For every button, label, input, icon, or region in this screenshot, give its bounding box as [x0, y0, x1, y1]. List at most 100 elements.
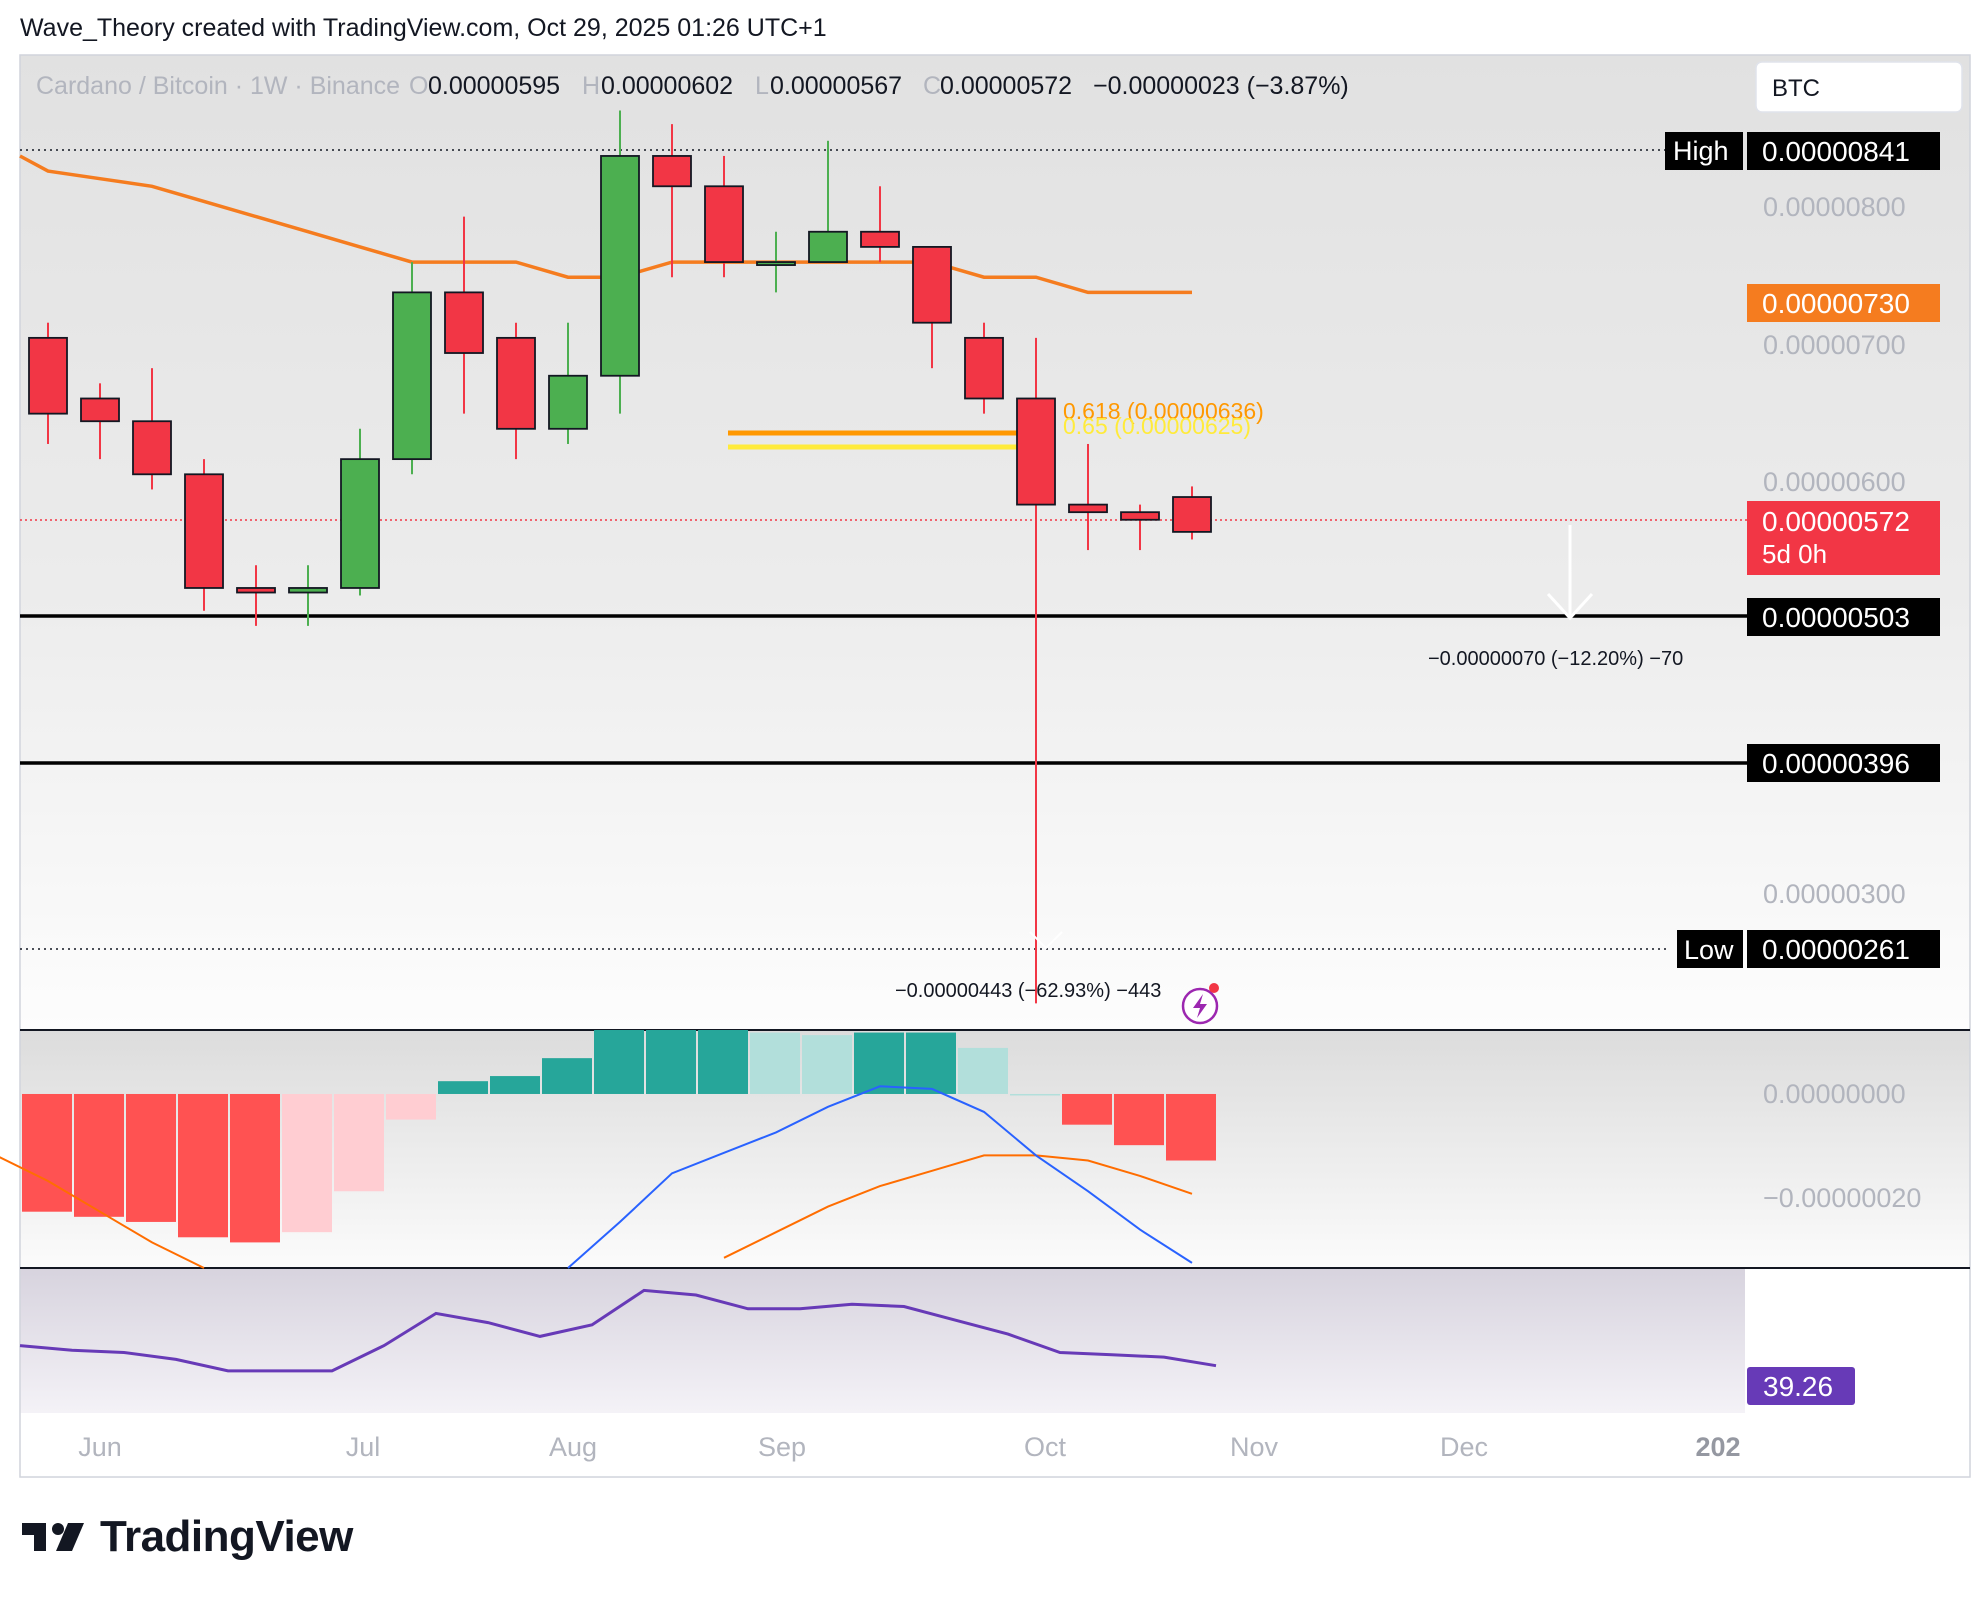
support-2-badge: 0.00000396	[1747, 744, 1940, 782]
y-tick-300: 0.00000300	[1763, 879, 1906, 909]
candle-body	[184, 473, 224, 589]
macd-line	[567, 1085, 1193, 1269]
currency-button-label: BTC	[1772, 75, 1820, 102]
x-tick-202: 202	[1695, 1432, 1740, 1462]
macd-bar-14	[750, 1032, 800, 1094]
low-value: 0.00000261	[1762, 934, 1910, 965]
macd-bar-18	[958, 1047, 1008, 1094]
legend-h-label: H	[582, 72, 600, 100]
legend-c-label: C	[923, 72, 941, 100]
legend-symbol: Cardano / Bitcoin · 1W · Binance	[36, 72, 400, 100]
high-value: 0.00000841	[1762, 136, 1910, 167]
measure-label-2: −0.00000443 (−62.93%) −443	[895, 980, 1161, 1002]
ma-value: 0.00000730	[1762, 288, 1910, 319]
macd-bar-2	[126, 1093, 176, 1222]
candle-body	[912, 246, 952, 324]
candle-6	[340, 428, 380, 596]
macd-bar-1	[74, 1093, 124, 1217]
candle-body	[132, 420, 172, 476]
macd-bar-0	[22, 1093, 72, 1212]
candle-22	[1172, 486, 1212, 540]
candle-body	[288, 587, 328, 594]
macd-bar-15	[802, 1035, 852, 1094]
legend-l-value: 0.00000567	[770, 72, 902, 100]
macd-bar-11	[594, 1030, 644, 1094]
candle-7	[392, 262, 432, 475]
low-badge: Low 0.00000261	[1677, 930, 1940, 968]
candle-body	[964, 336, 1004, 400]
candle-body	[756, 261, 796, 266]
x-tick-sep: Sep	[758, 1432, 806, 1462]
tradingview-logo[interactable]: TradingView	[22, 1512, 353, 1562]
candle-body	[496, 336, 536, 430]
candle-13	[704, 155, 744, 278]
macd-bar-21	[1114, 1093, 1164, 1146]
rsi-line-group	[19, 1288, 1217, 1373]
last-price-badge: 0.00000572 5d 0h	[1747, 501, 1940, 575]
x-tick-jul: Jul	[346, 1432, 381, 1462]
legend-change: −0.00000023 (−3.87%)	[1093, 72, 1349, 100]
candles	[28, 110, 1212, 1004]
candle-12	[652, 124, 692, 278]
rsi-value: 39.26	[1763, 1371, 1833, 1402]
macd-bar-3	[178, 1093, 228, 1238]
macd-bar-16	[854, 1032, 904, 1094]
macd-bar-17	[906, 1032, 956, 1094]
macd-signal-line	[0, 1154, 1193, 1269]
candle-body	[340, 458, 380, 589]
candle-11	[600, 110, 640, 414]
candle-20	[1068, 443, 1108, 551]
candle-body	[1172, 496, 1212, 533]
tradingview-brand: TradingView	[100, 1512, 353, 1561]
candle-body	[548, 374, 588, 430]
rsi-line	[19, 1288, 1217, 1373]
high-label: High	[1673, 136, 1729, 166]
rsi-pane-bg	[20, 1268, 1745, 1413]
legend-l-label: L	[755, 72, 769, 100]
macd-y-tick-0: 0.00000000	[1763, 1079, 1906, 1109]
y-tick-800: 0.00000800	[1763, 192, 1906, 222]
macd-bar-9	[490, 1076, 540, 1094]
candle-body	[652, 155, 692, 188]
projection-arrow-low	[1029, 931, 1063, 950]
lightning-icon[interactable]	[1181, 983, 1219, 1025]
macd-bar-20	[1062, 1093, 1112, 1125]
x-tick-dec: Dec	[1440, 1432, 1488, 1462]
candle-body	[236, 587, 276, 594]
moving-average-line	[19, 154, 1192, 295]
currency-button[interactable]: BTC	[1755, 61, 1963, 113]
low-label: Low	[1684, 935, 1734, 965]
candle-16	[860, 186, 900, 263]
x-tick-aug: Aug	[549, 1432, 597, 1462]
fib-618-label: 0.618 (0.00000636)	[1063, 398, 1264, 424]
x-tick-oct: Oct	[1024, 1432, 1067, 1462]
countdown: 5d 0h	[1762, 539, 1827, 569]
legend-h-value: 0.00000602	[601, 72, 733, 100]
candle-body	[1016, 397, 1056, 506]
legend-o-value: 0.00000595	[428, 72, 560, 100]
candle-4	[236, 565, 276, 626]
macd-histogram	[22, 1030, 1216, 1243]
candle-8	[444, 216, 484, 414]
candle-body	[392, 291, 432, 461]
macd-bar-6	[334, 1093, 384, 1192]
candle-3	[184, 459, 224, 611]
candle-10	[548, 322, 588, 444]
macd-bar-22	[1166, 1093, 1216, 1161]
macd-bar-13	[698, 1030, 748, 1094]
candle-body	[808, 230, 848, 263]
support-1-value: 0.00000503	[1762, 602, 1910, 633]
candle-body	[1120, 511, 1160, 521]
legend-c-value: 0.00000572	[940, 72, 1072, 100]
candle-body	[1068, 503, 1108, 514]
fib-65-label: 0.65 (0.00000625)	[1063, 413, 1251, 439]
candle-15	[808, 140, 848, 263]
last-price-value: 0.00000572	[1762, 506, 1910, 537]
macd-bar-4	[230, 1093, 280, 1243]
moving-average	[19, 154, 1192, 295]
macd-lines	[0, 1085, 1193, 1269]
time-axis: Jun Jul Aug Sep Oct Nov Dec 202	[78, 1432, 1740, 1462]
high-badge: High 0.00000841	[1665, 132, 1940, 170]
macd-bar-5	[282, 1093, 332, 1233]
